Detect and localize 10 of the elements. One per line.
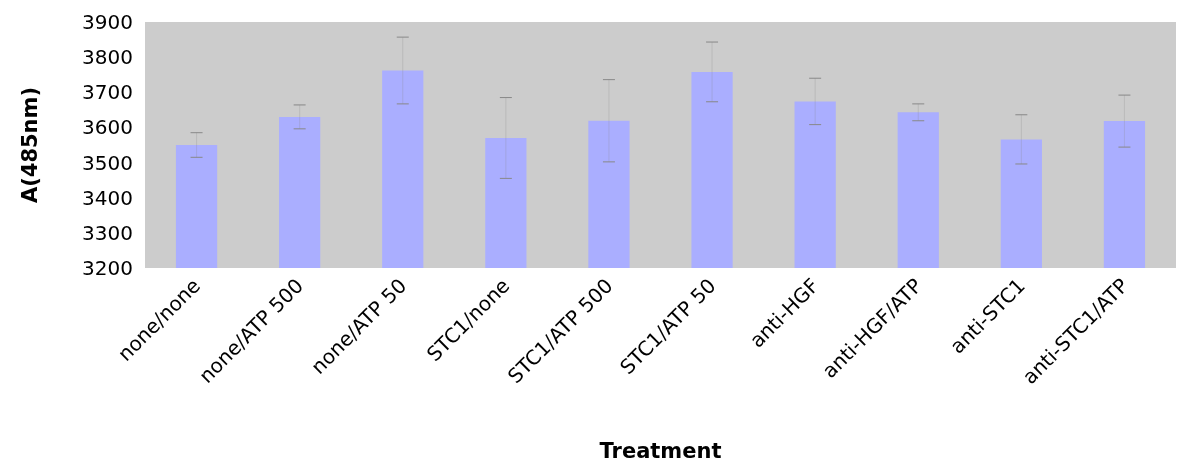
y-axis-title: A(485nm)	[17, 86, 42, 204]
y-tick-label: 3300	[82, 220, 133, 245]
y-tick-label: 3400	[82, 185, 133, 210]
y-tick-label: 3500	[82, 150, 133, 175]
x-axis-title: Treatment	[599, 438, 722, 463]
y-tick-label: 3900	[82, 10, 133, 34]
y-tick-label: 3700	[82, 80, 133, 105]
y-tick-label: 3200	[82, 256, 133, 280]
y-tick-label: 3800	[82, 45, 133, 70]
y-tick-label: 3600	[82, 115, 133, 140]
